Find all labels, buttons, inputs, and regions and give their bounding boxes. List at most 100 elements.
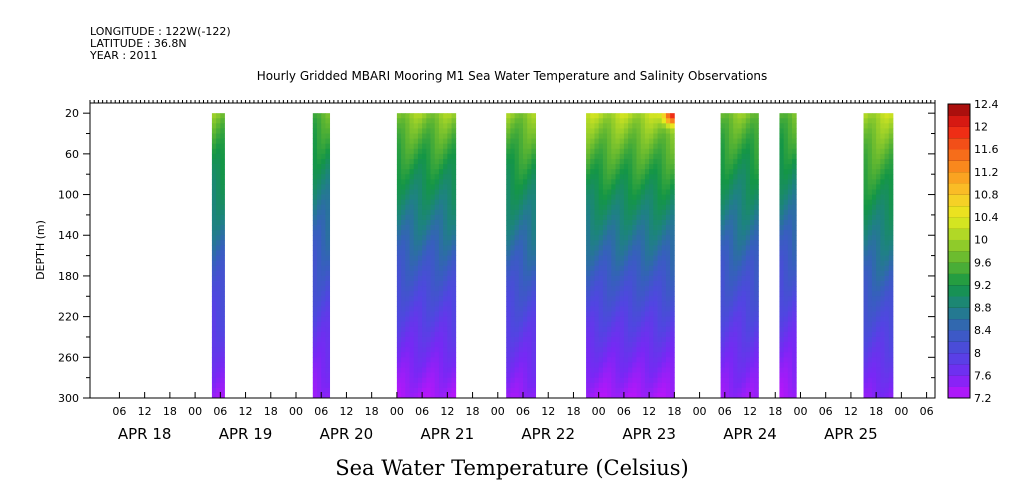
heatmap-cell — [443, 367, 448, 373]
heatmap-cell — [611, 342, 616, 348]
heatmap-cell — [665, 138, 671, 145]
heatmap-cell — [216, 219, 221, 226]
heatmap-cell — [211, 214, 217, 221]
heatmap-cell — [312, 336, 318, 343]
heatmap-cell — [670, 367, 675, 373]
heatmap-cell — [779, 225, 785, 231]
heatmap-cell — [514, 342, 520, 348]
heatmap-cell — [586, 240, 591, 246]
heatmap-cell — [792, 296, 797, 302]
heatmap-cell — [611, 194, 616, 201]
heatmap-cell — [426, 209, 431, 216]
heatmap-cell — [422, 113, 427, 119]
heatmap-cell — [754, 367, 759, 373]
heatmap-cell — [422, 219, 427, 226]
heatmap-cell — [220, 184, 225, 190]
heatmap-cell — [211, 169, 217, 175]
heatmap-cell — [216, 392, 221, 398]
heatmap-cell — [619, 306, 625, 312]
heatmap-cell — [615, 342, 621, 348]
heatmap-cell — [657, 179, 663, 185]
heatmap-cell — [871, 118, 877, 124]
heatmap-cell — [670, 164, 675, 170]
heatmap-cell — [430, 331, 436, 338]
heatmap-cell — [657, 214, 663, 221]
heatmap-cell — [661, 194, 667, 201]
heatmap-cell — [443, 123, 448, 129]
heatmap-cell — [401, 219, 406, 226]
heatmap-cell — [518, 311, 524, 318]
heatmap-cell — [741, 214, 747, 221]
heatmap-cell — [653, 347, 658, 353]
heatmap-cell — [876, 138, 881, 145]
heatmap-cell — [317, 194, 322, 201]
heatmap-cell — [401, 230, 406, 236]
heatmap-cell — [447, 387, 452, 394]
heatmap-cell — [598, 281, 604, 287]
heatmap-cell — [443, 250, 448, 256]
heatmap-cell — [670, 321, 675, 328]
heatmap-cell — [661, 123, 667, 129]
heatmap-cell — [876, 189, 881, 195]
heatmap-cell — [867, 260, 873, 267]
heatmap-cell — [628, 209, 633, 216]
heatmap-cell — [644, 245, 650, 251]
heatmap-cell — [867, 306, 873, 312]
heatmap-cell — [724, 321, 730, 328]
heatmap-cell — [422, 148, 427, 155]
heatmap-cell — [653, 245, 658, 251]
heatmap-cell — [510, 316, 515, 323]
heatmap-cell — [720, 311, 726, 318]
heatmap-cell — [619, 230, 625, 236]
heatmap-cell — [417, 377, 423, 384]
heatmap-cell — [434, 306, 440, 312]
heatmap-cell — [737, 250, 743, 256]
heatmap-cell — [506, 153, 511, 160]
heatmap-cell — [438, 204, 444, 211]
heatmap-cell — [657, 367, 663, 373]
heatmap-cell — [741, 367, 747, 373]
heatmap-cell — [434, 275, 440, 282]
heatmap-cell — [451, 179, 457, 185]
heatmap-cell — [871, 306, 877, 312]
heatmap-cell — [649, 169, 654, 175]
heatmap-cell — [211, 164, 217, 170]
heatmap-cell — [430, 240, 436, 246]
heatmap-cell — [451, 265, 457, 272]
heatmap-cell — [325, 270, 331, 277]
heatmap-cell — [602, 164, 608, 170]
heatmap-cell — [720, 260, 726, 267]
heatmap-cell — [438, 199, 444, 206]
heatmap-cell — [720, 118, 726, 124]
heatmap-cell — [607, 281, 612, 287]
heatmap-cell — [518, 143, 524, 150]
heatmap-cell — [649, 184, 654, 190]
heatmap-cell — [644, 194, 650, 201]
heatmap-cell — [653, 219, 658, 226]
heatmap-cell — [422, 143, 427, 150]
heatmap-cell — [396, 153, 402, 160]
heatmap-cell — [661, 372, 667, 379]
heatmap-cell — [615, 347, 621, 353]
heatmap-cell — [750, 123, 755, 129]
heatmap-cell — [657, 133, 663, 140]
colorbar-swatch — [948, 160, 970, 173]
heatmap-cell — [586, 148, 591, 155]
heatmap-cell — [510, 225, 515, 231]
heatmap-cell — [430, 387, 436, 394]
heatmap-cell — [531, 225, 537, 231]
heatmap-cell — [729, 260, 734, 267]
heatmap-cell — [876, 199, 881, 206]
heatmap-cell — [506, 306, 511, 312]
heatmap-cell — [607, 331, 612, 338]
heatmap-cell — [531, 367, 537, 373]
heatmap-cell — [598, 204, 604, 211]
heatmap-cell — [876, 179, 881, 185]
heatmap-cell — [426, 148, 431, 155]
heatmap-cell — [623, 235, 629, 241]
heatmap-cell — [523, 240, 528, 246]
heatmap-cell — [670, 387, 675, 394]
heatmap-cell — [325, 281, 331, 287]
heatmap-cell — [623, 382, 629, 389]
heatmap-cell — [640, 301, 646, 307]
